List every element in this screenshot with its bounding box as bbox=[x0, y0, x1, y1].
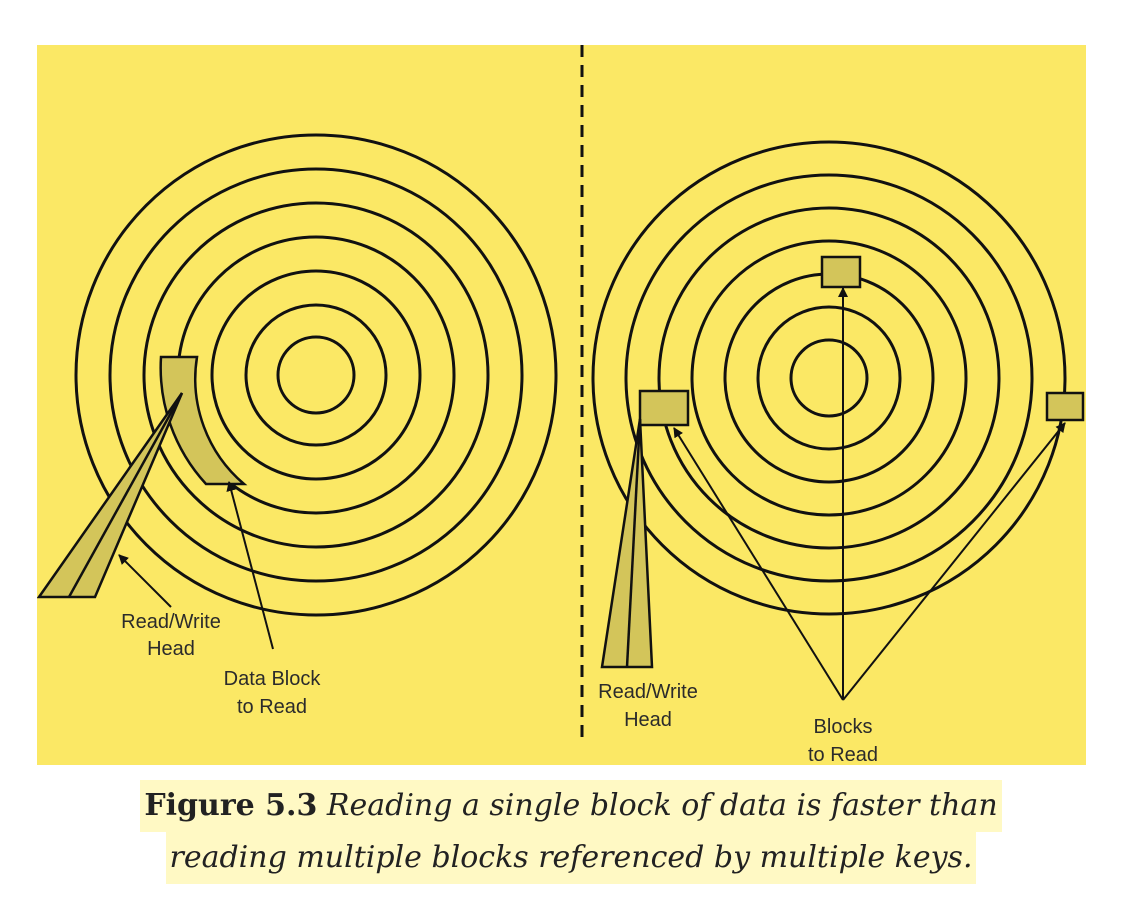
left-track-1 bbox=[74, 133, 558, 617]
right-head-label-line2: Head bbox=[624, 709, 672, 731]
left-disk bbox=[74, 133, 558, 617]
right-block-left bbox=[638, 389, 690, 427]
right-track-3 bbox=[657, 206, 1001, 550]
left-block-label-line2: to Read bbox=[237, 696, 307, 718]
disk-diagram-figure: Read/Write Head Data Block to Read bbox=[37, 45, 1086, 765]
left-track-3 bbox=[142, 201, 490, 549]
caption-line-2: reading multiple blocks referenced by mu… bbox=[165, 832, 977, 884]
right-track-2 bbox=[624, 173, 1034, 583]
right-track-5 bbox=[723, 272, 935, 484]
left-track-6 bbox=[244, 303, 388, 447]
right-track-7 bbox=[789, 338, 869, 418]
left-head-label-line1: Read/Write bbox=[121, 611, 221, 633]
caption-text-line1: Reading a single block of data is faster… bbox=[326, 788, 998, 823]
left-head-arrow bbox=[118, 554, 172, 608]
left-track-5 bbox=[210, 269, 422, 481]
caption-figure-label: Figure 5.3 bbox=[144, 788, 318, 823]
left-read-write-head bbox=[37, 392, 184, 599]
left-track-2 bbox=[108, 167, 524, 583]
disk-diagram-svg: Read/Write Head Data Block to Read bbox=[37, 45, 1085, 765]
right-read-write-head bbox=[600, 418, 654, 669]
left-block-arrow bbox=[226, 481, 274, 650]
left-head-label-line2: Head bbox=[147, 638, 195, 660]
right-disk bbox=[591, 140, 1067, 616]
right-track-4 bbox=[690, 239, 968, 517]
right-head-label-line1: Read/Write bbox=[598, 681, 698, 703]
right-blocks-label-line2: to Read bbox=[808, 744, 878, 765]
right-track-6 bbox=[756, 305, 902, 451]
right-block-arrows bbox=[673, 287, 1066, 701]
right-block-top bbox=[820, 255, 862, 289]
caption-text-line2: reading multiple blocks referenced by mu… bbox=[169, 840, 973, 875]
left-data-block bbox=[159, 355, 248, 486]
left-block-label-line1: Data Block bbox=[224, 668, 322, 690]
caption-line-1: Figure 5.3 Reading a single block of dat… bbox=[140, 780, 1002, 832]
figure-caption: Figure 5.3 Reading a single block of dat… bbox=[0, 780, 1142, 884]
left-track-7 bbox=[276, 335, 356, 415]
right-blocks-label-line1: Blocks bbox=[814, 716, 873, 738]
right-track-1 bbox=[591, 140, 1067, 616]
right-block-right bbox=[1045, 391, 1085, 422]
